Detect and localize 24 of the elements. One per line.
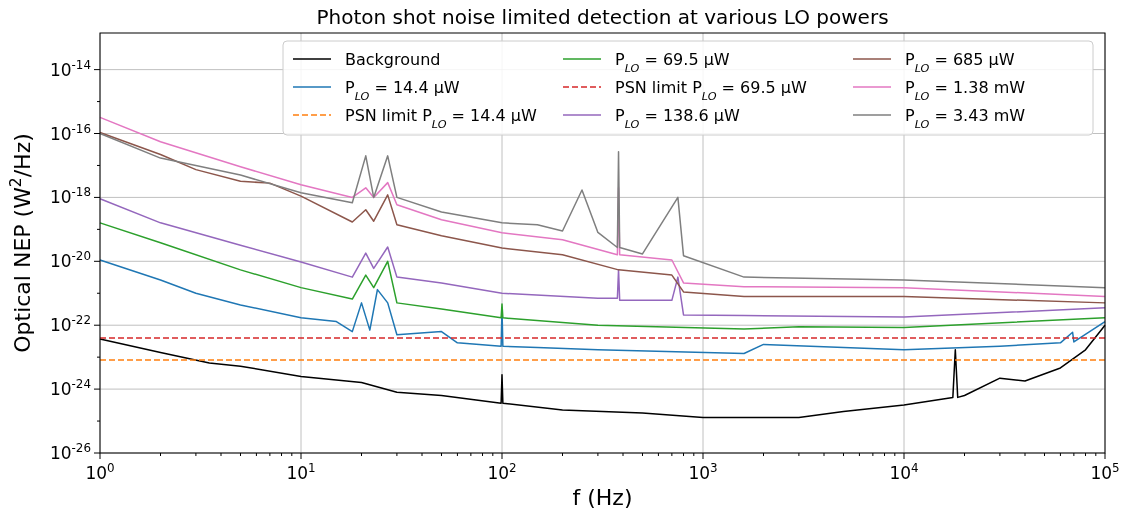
- legend-label: PSN limit P$_{LO}$ = 69.5 μW: [615, 78, 807, 103]
- y-tick-label: 10$^{-26}$: [49, 441, 91, 463]
- x-tick-label: 10$^{4}$: [889, 461, 919, 483]
- x-tick-label: 10$^{5}$: [1090, 461, 1120, 483]
- x-tick-label: 10$^{0}$: [85, 461, 115, 483]
- x-axis-title: f (Hz): [572, 485, 633, 510]
- x-tick-label: 10$^{2}$: [487, 461, 517, 483]
- y-tick-label: 10$^{-18}$: [49, 185, 91, 208]
- legend-label: P$_{LO}$ = 1.38 mW: [905, 78, 1026, 103]
- legend-label: P$_{LO}$ = 14.4 μW: [345, 78, 460, 103]
- legend-label: Background: [345, 50, 441, 69]
- legend-label: P$_{LO}$ = 138.6 μW: [615, 106, 741, 131]
- y-tick-label: 10$^{-20}$: [49, 249, 91, 272]
- y-tick-label: 10$^{-24}$: [49, 377, 91, 400]
- legend-label: P$_{LO}$ = 69.5 μW: [615, 50, 730, 75]
- chart-title: Photon shot noise limited detection at various LO powers: [316, 5, 889, 29]
- y-tick-label: 10$^{-22}$: [49, 313, 91, 336]
- y-tick-label: 10$^{-14}$: [49, 57, 91, 80]
- legend-label: P$_{LO}$ = 685 μW: [905, 50, 1015, 75]
- x-tick-label: 10$^{3}$: [688, 461, 718, 483]
- legend-label: P$_{LO}$ = 3.43 mW: [905, 106, 1026, 131]
- legend-label: PSN limit P$_{LO}$ = 14.4 μW: [345, 106, 537, 131]
- x-tick-label: 10$^{1}$: [286, 461, 316, 483]
- y-tick-label: 10$^{-16}$: [49, 121, 91, 144]
